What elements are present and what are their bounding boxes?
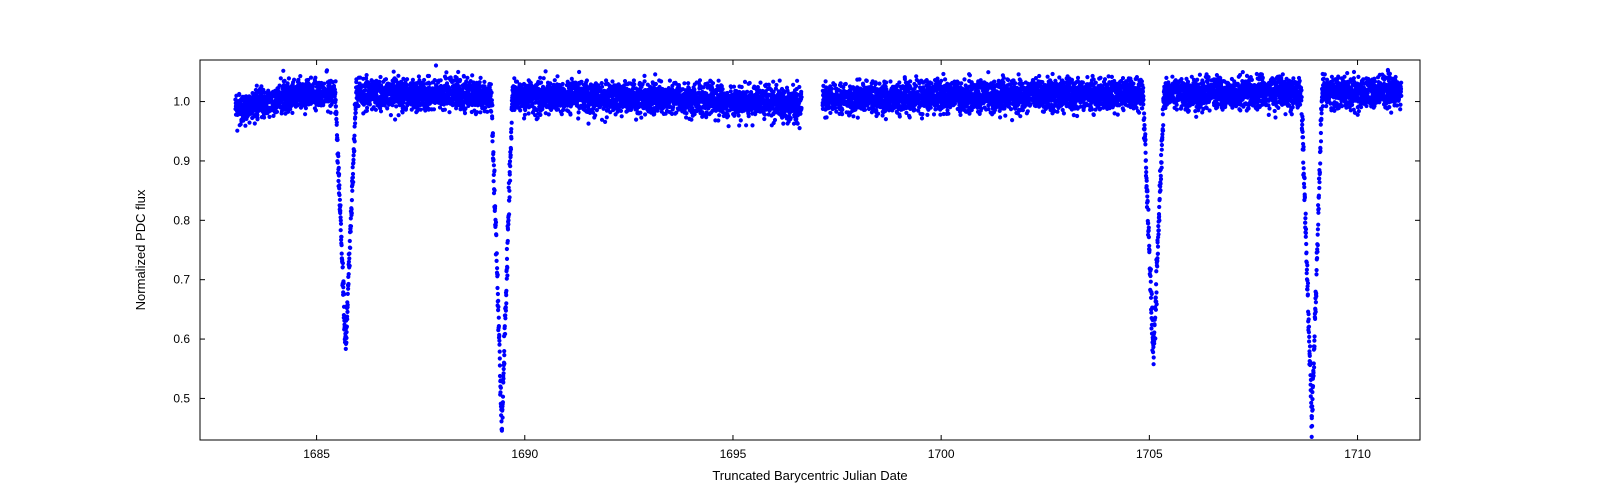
chart-svg: 1685 1690 1695 1700 1705 1710 0.5 0.6 0.7 0.8 0.9 1…: [0, 0, 1600, 500]
svg-text:1685: 1685: [303, 447, 330, 461]
svg-text:0.9: 0.9: [173, 154, 190, 168]
svg-text:0.5: 0.5: [173, 391, 190, 405]
svg-text:0.8: 0.8: [173, 213, 190, 227]
svg-text:0.6: 0.6: [173, 332, 190, 346]
lightcurve-chart: 1685 1690 1695 1700 1705 1710 0.5 0.6 0.7 0.8 0.9 1…: [0, 0, 1600, 500]
svg-text:1700: 1700: [928, 447, 955, 461]
svg-text:1705: 1705: [1136, 447, 1163, 461]
svg-text:1690: 1690: [511, 447, 538, 461]
x-axis-label: Truncated Barycentric Julian Date: [712, 468, 907, 483]
svg-text:0.7: 0.7: [173, 273, 190, 287]
svg-text:1695: 1695: [720, 447, 747, 461]
y-axis-label: Normalized PDC flux: [133, 189, 148, 310]
svg-text:1.0: 1.0: [173, 95, 190, 109]
svg-text:1710: 1710: [1344, 447, 1371, 461]
